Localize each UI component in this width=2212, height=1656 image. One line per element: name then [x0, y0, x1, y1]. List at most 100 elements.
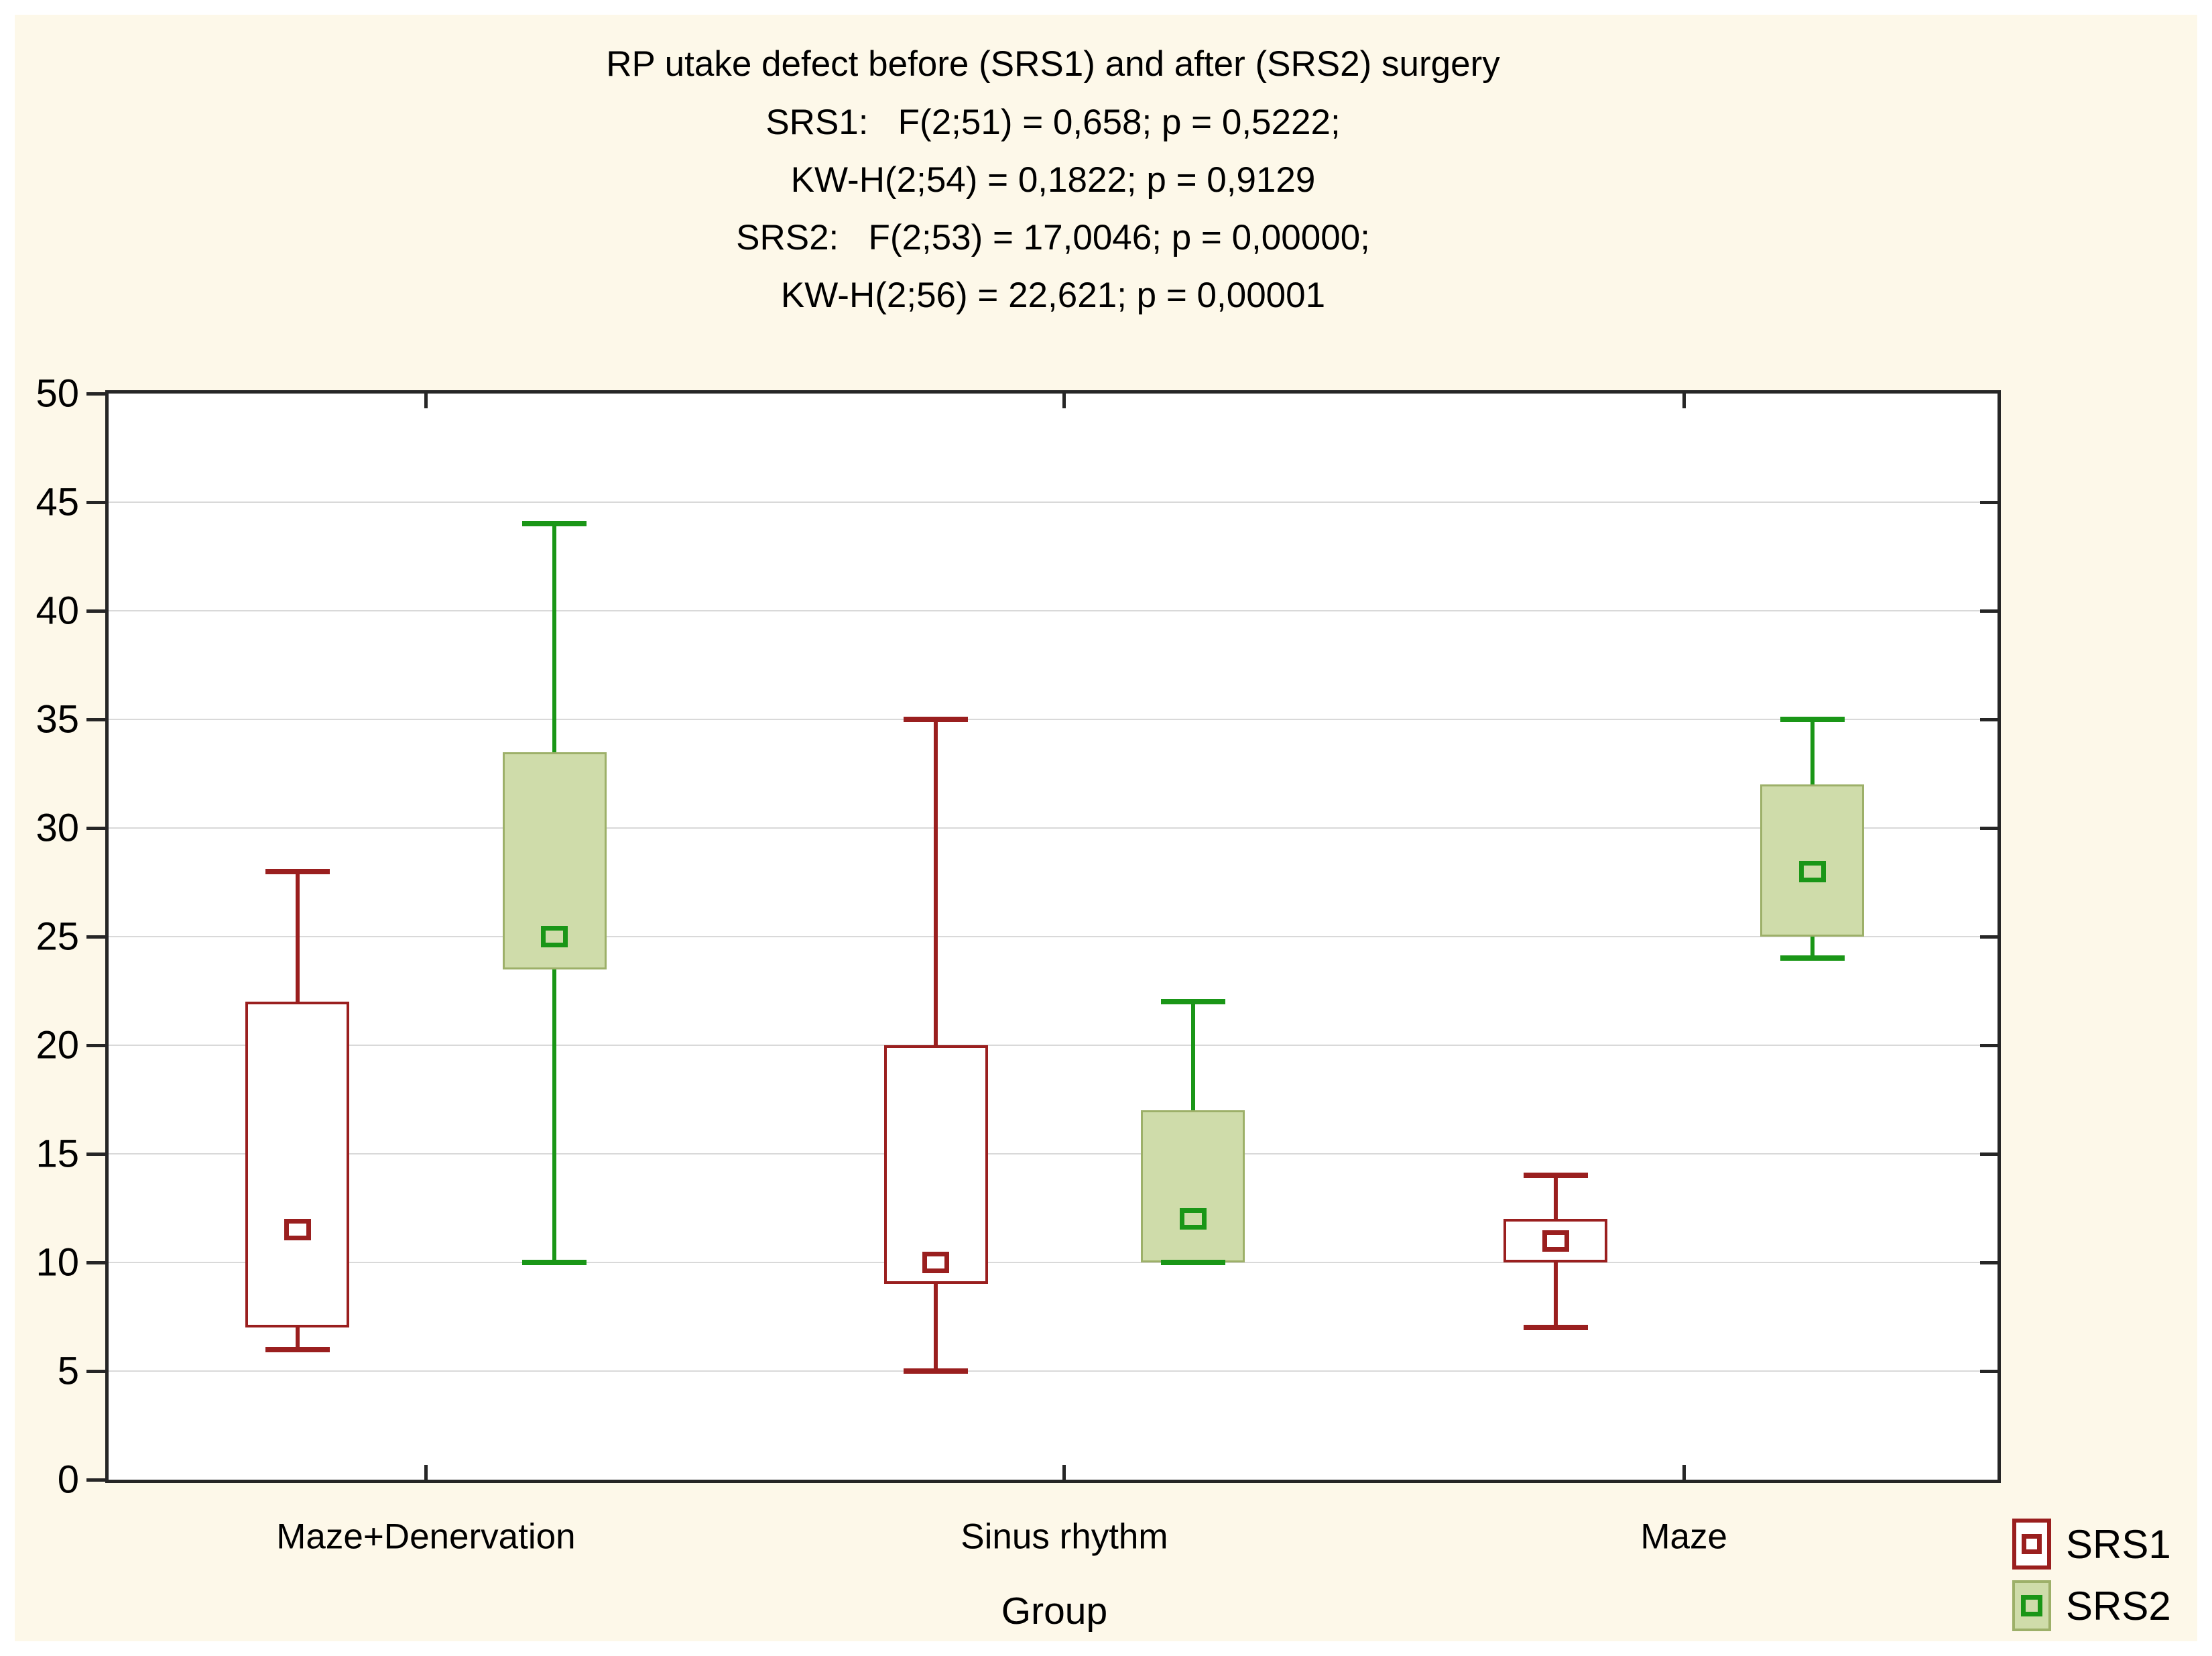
cap-high-srs1-maze-denervation: [265, 868, 330, 874]
x-tick-bottom-1: [1062, 1465, 1066, 1480]
gridline-y-5: [109, 1370, 1998, 1372]
y-tick-45: [86, 500, 105, 504]
y-tick-20: [86, 1043, 105, 1047]
gridline-y-40: [109, 610, 1998, 611]
gridline-y-15: [109, 1153, 1998, 1155]
gridline-y-35: [109, 719, 1998, 720]
box-srs1-maze: [1503, 1219, 1608, 1262]
legend-mean-marker-srs2-icon: [2021, 1595, 2042, 1616]
cap-low-srs2-maze: [1780, 955, 1845, 961]
mean-marker-srs1-maze-denervation: [284, 1219, 311, 1241]
whisker-low-srs1-sinus-rhythm: [934, 1284, 938, 1371]
y-tick-label-10: 10: [36, 1240, 79, 1285]
y-tick-15: [86, 1152, 105, 1156]
whisker-high-srs2-maze-denervation: [552, 524, 557, 752]
y-tick-label-50: 50: [36, 371, 79, 416]
gridline-y-30: [109, 827, 1998, 829]
y-tick-30: [86, 826, 105, 830]
legend-mean-marker-srs1-icon: [2022, 1534, 2042, 1554]
y-tick-right-30: [1980, 826, 1998, 830]
legend-entry-srs2: SRS2: [2012, 1580, 2171, 1632]
x-tick-top-2: [1682, 394, 1686, 408]
whisker-low-srs1-maze: [1553, 1262, 1558, 1328]
box-srs1-sinus-rhythm: [883, 1045, 988, 1285]
gridline-y-20: [109, 1045, 1998, 1046]
x-category-label-maze-denervation: Maze+Denervation: [276, 1517, 576, 1557]
y-tick-label-20: 20: [36, 1023, 79, 1067]
y-tick-right-40: [1980, 609, 1998, 613]
mean-marker-srs2-maze: [1798, 860, 1826, 882]
y-tick-35: [86, 717, 105, 721]
mean-marker-srs1-maze: [1542, 1230, 1569, 1252]
y-tick-label-45: 45: [36, 480, 79, 524]
legend-entry-srs1: SRS1: [2012, 1518, 2171, 1570]
y-tick-right-20: [1980, 1043, 1998, 1047]
gridline-y-25: [109, 936, 1998, 937]
x-tick-top-0: [424, 394, 428, 408]
legend-swatch-srs1-icon: [2012, 1519, 2051, 1570]
y-tick-label-15: 15: [36, 1132, 79, 1176]
y-tick-right-35: [1980, 717, 1998, 721]
y-tick-right-15: [1980, 1152, 1998, 1156]
box-srs1-maze-denervation: [245, 1002, 350, 1328]
whisker-high-srs1-maze-denervation: [295, 871, 300, 1002]
chart-title: RP utake defect before (SRS1) and after …: [606, 44, 1500, 84]
y-tick-5: [86, 1369, 105, 1373]
y-tick-label-25: 25: [36, 914, 79, 959]
stats-line-srs2-kw: KW-H(2;56) = 22,621; p = 0,00001: [780, 276, 1326, 315]
legend-swatch-srs2-icon: [2012, 1580, 2051, 1631]
gridline-y-10: [109, 1262, 1998, 1263]
whisker-high-srs1-maze: [1553, 1175, 1558, 1220]
box-srs2-maze-denervation: [502, 752, 607, 969]
y-tick-0: [86, 1478, 105, 1482]
whisker-high-srs2-maze: [1810, 719, 1815, 785]
box-srs2-maze: [1760, 784, 1865, 937]
stats-line-srs2-f: SRS2: F(2;53) = 17,0046; p = 0,00000;: [736, 218, 1370, 257]
y-tick-label-5: 5: [57, 1349, 79, 1393]
cap-high-srs1-maze: [1523, 1173, 1588, 1179]
cap-low-srs2-maze-denervation: [522, 1260, 587, 1265]
cap-low-srs1-maze-denervation: [265, 1346, 330, 1352]
box-srs2-sinus-rhythm: [1141, 1110, 1245, 1262]
stats-line-srs1-kw: KW-H(2;54) = 0,1822; p = 0,9129: [790, 160, 1316, 200]
x-category-label-maze: Maze: [1640, 1517, 1728, 1557]
cap-low-srs1-sinus-rhythm: [904, 1368, 969, 1374]
y-tick-label-0: 0: [57, 1458, 79, 1502]
y-tick-right-5: [1980, 1369, 1998, 1373]
y-tick-right-45: [1980, 500, 1998, 504]
whisker-low-srs2-maze-denervation: [552, 969, 557, 1262]
y-tick-right-10: [1980, 1260, 1998, 1264]
y-tick-40: [86, 609, 105, 613]
x-category-label-sinus-rhythm: Sinus rhythm: [961, 1517, 1168, 1557]
gridline-y-45: [109, 501, 1998, 503]
y-tick-right-25: [1980, 935, 1998, 939]
y-tick-25: [86, 935, 105, 939]
cap-low-srs1-maze: [1523, 1325, 1588, 1331]
x-tick-top-1: [1062, 394, 1066, 408]
x-tick-bottom-2: [1682, 1465, 1686, 1480]
whisker-high-srs2-sinus-rhythm: [1190, 1002, 1195, 1111]
mean-marker-srs1-sinus-rhythm: [922, 1252, 950, 1273]
y-tick-label-35: 35: [36, 697, 79, 742]
whisker-low-srs2-maze: [1810, 937, 1815, 959]
cap-high-srs2-maze: [1780, 717, 1845, 722]
y-tick-label-40: 40: [36, 589, 79, 633]
stats-line-srs1-f: SRS1: F(2;51) = 0,658; p = 0,5222;: [765, 103, 1341, 142]
y-tick-50: [86, 392, 105, 396]
legend-label-srs2: SRS2: [2066, 1583, 2171, 1629]
mean-marker-srs2-sinus-rhythm: [1179, 1208, 1207, 1230]
title-block: RP utake defect before (SRS1) and after …: [109, 35, 1998, 324]
legend-label-srs1: SRS1: [2066, 1521, 2171, 1567]
cap-high-srs1-sinus-rhythm: [904, 717, 969, 722]
cap-high-srs2-sinus-rhythm: [1160, 999, 1225, 1005]
plot-area: [105, 390, 2001, 1483]
x-axis-title: Group: [1001, 1590, 1108, 1633]
whisker-high-srs1-sinus-rhythm: [934, 719, 938, 1045]
whisker-low-srs1-maze-denervation: [295, 1327, 300, 1350]
cap-high-srs2-maze-denervation: [522, 521, 587, 527]
cap-low-srs2-sinus-rhythm: [1160, 1260, 1225, 1265]
y-tick-label-30: 30: [36, 806, 79, 850]
mean-marker-srs2-maze-denervation: [541, 926, 568, 947]
y-tick-10: [86, 1260, 105, 1264]
